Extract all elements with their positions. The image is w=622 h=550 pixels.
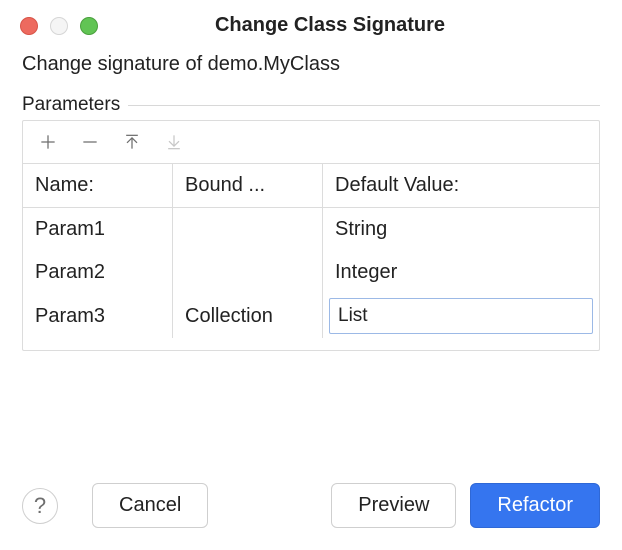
- window-title: Change Class Signature: [58, 14, 602, 37]
- table-body: Param1StringParam2IntegerParam3Collectio…: [23, 208, 599, 338]
- footer: ? Cancel Preview Refactor: [0, 483, 622, 550]
- table-spacer: [23, 338, 599, 350]
- content: Change signature of demo.MyClass Paramet…: [0, 47, 622, 483]
- cell-name[interactable]: Param2: [23, 251, 173, 294]
- parameters-table: Name: Bound ... Default Value: Param1 Str…: [23, 164, 599, 350]
- default-value-input[interactable]: List: [329, 298, 593, 334]
- dialog-window: Change Class Signature Change signature …: [0, 0, 622, 550]
- col-header-name[interactable]: Name:: [23, 164, 173, 207]
- move-up-icon[interactable]: [121, 131, 143, 153]
- preview-button[interactable]: Preview: [331, 483, 456, 528]
- col-header-default[interactable]: Default Value:: [323, 164, 599, 207]
- subtitle: Change signature of demo.MyClass: [22, 53, 600, 76]
- table-row[interactable]: Param2 Integer: [23, 251, 599, 294]
- help-button[interactable]: ?: [22, 488, 58, 524]
- table-row[interactable]: Param1 String: [23, 208, 599, 251]
- cancel-button[interactable]: Cancel: [92, 483, 208, 528]
- section-divider: [128, 105, 600, 106]
- move-down-icon: [163, 131, 185, 153]
- help-icon: ?: [34, 493, 46, 519]
- cell-bound[interactable]: [173, 208, 323, 251]
- remove-icon[interactable]: [79, 131, 101, 153]
- close-icon[interactable]: [20, 17, 38, 35]
- add-icon[interactable]: [37, 131, 59, 153]
- cell-name[interactable]: Param3: [23, 294, 173, 338]
- parameters-panel: Name: Bound ... Default Value: Param1 Str…: [22, 120, 600, 351]
- cell-name[interactable]: Param1: [23, 208, 173, 251]
- cell-bound[interactable]: [173, 251, 323, 294]
- table-header: Name: Bound ... Default Value:: [23, 164, 599, 208]
- refactor-button[interactable]: Refactor: [470, 483, 600, 528]
- parameters-label: Parameters: [22, 94, 120, 116]
- cell-bound[interactable]: Collection: [173, 294, 323, 338]
- cell-default[interactable]: List: [323, 294, 599, 338]
- parameters-section-header: Parameters: [22, 94, 600, 116]
- titlebar: Change Class Signature: [0, 0, 622, 47]
- cell-default[interactable]: String: [323, 208, 599, 251]
- parameters-toolbar: [23, 121, 599, 164]
- cell-default[interactable]: Integer: [323, 251, 599, 294]
- col-header-bound[interactable]: Bound ...: [173, 164, 323, 207]
- table-row[interactable]: Param3CollectionList: [23, 294, 599, 338]
